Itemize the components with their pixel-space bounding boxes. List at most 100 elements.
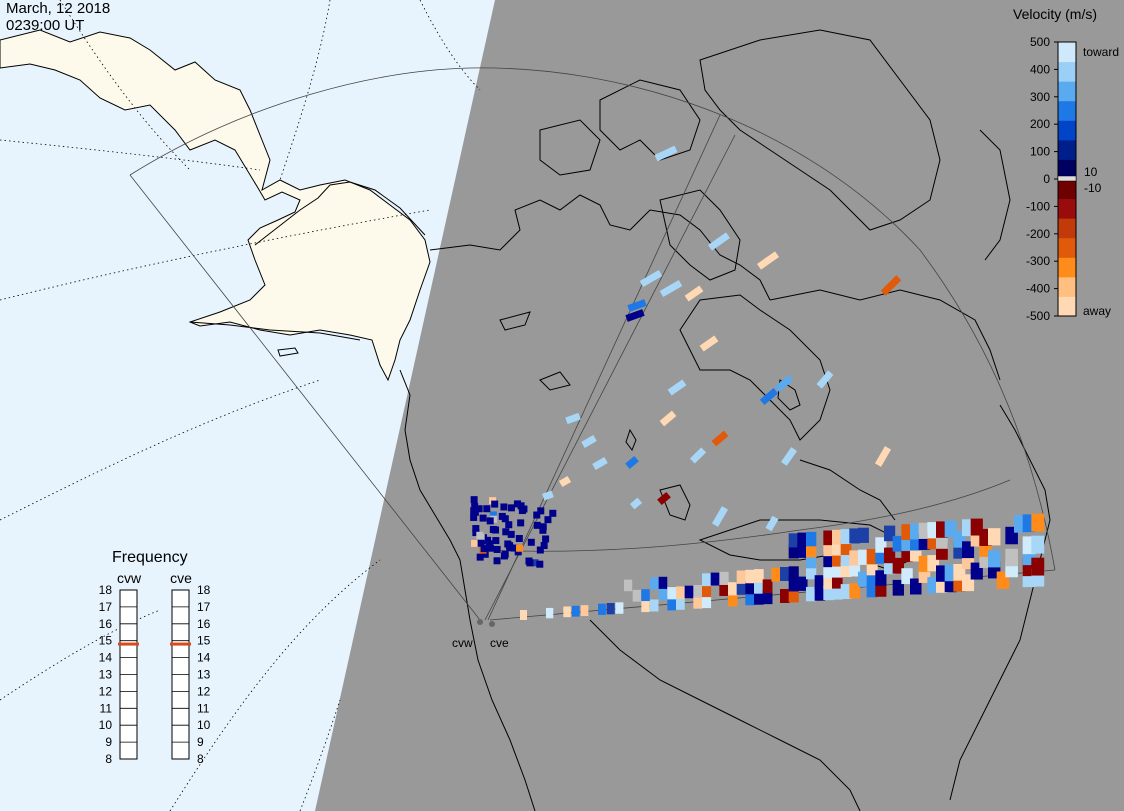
colorbar-segment [1058, 139, 1076, 160]
frequency-tick-label-right: 18 [197, 583, 211, 597]
scatter-cell [901, 535, 913, 552]
colorbar-away-label: away [1083, 304, 1111, 318]
scatter-cell [944, 520, 957, 538]
scatter-cell [533, 511, 541, 519]
scatter-cell [500, 503, 508, 511]
scatter-cell [780, 447, 798, 466]
graticule [0, 0, 481, 811]
scatter-cell [814, 575, 826, 590]
scatter-cell [762, 590, 773, 605]
scatter-cell [759, 388, 779, 405]
colorbar-zero-band [1057, 175, 1077, 182]
scatter-cell [470, 507, 478, 515]
scatter-cell [472, 525, 480, 533]
scatter-cell [693, 585, 703, 598]
scatter-cell [624, 579, 633, 592]
frequency-tick-label-right: 10 [197, 718, 211, 732]
scatter-cell [849, 528, 861, 544]
scatter-cell [918, 555, 931, 572]
scatter-cell [659, 410, 677, 427]
scatter-cell [471, 539, 479, 547]
colorbar-segment [1058, 218, 1076, 239]
colorbar-tick-label: 400 [1030, 62, 1050, 76]
scatter-cell [806, 553, 817, 569]
scatter-cell [823, 530, 834, 546]
frequency-tick-label-left: 17 [99, 600, 113, 614]
scatter-cell [536, 560, 544, 568]
radar-site-cvw-marker [477, 619, 483, 625]
scatter-cell [927, 577, 940, 594]
frequency-current-marker [118, 642, 139, 646]
scatter-cell [780, 567, 790, 581]
scatter-cell [918, 522, 931, 539]
frequency-tick-label-left: 18 [99, 583, 113, 597]
scatter-cell [513, 500, 521, 508]
colorbar-tick-label: 200 [1030, 117, 1050, 131]
scatter-cell [918, 566, 931, 583]
scatter-cell [765, 515, 779, 532]
date-label: March, 12 2018 [6, 0, 111, 17]
scatter-cell [533, 521, 541, 529]
scatter-cell [884, 558, 896, 575]
colorbar-tick-label: -100 [1026, 199, 1050, 213]
scatter-cell [936, 532, 948, 549]
scatter-cell [988, 528, 1001, 546]
scatter-cell [531, 559, 539, 567]
scatter-cell [486, 544, 494, 552]
scatter-cell [507, 504, 515, 512]
scatter-cell [598, 603, 606, 615]
colorbar-segment [1058, 81, 1076, 102]
scatter-cell [1031, 535, 1045, 554]
frequency-tick-label-left: 13 [99, 668, 113, 682]
scatter-cell [563, 606, 571, 618]
scatter-cell [849, 561, 861, 577]
scatter-cell [754, 569, 764, 583]
scatter-cell [756, 251, 780, 270]
scatter-cell [650, 599, 659, 612]
scatter-cell [875, 581, 887, 597]
radar-site-cve-label: cve [490, 636, 509, 650]
scatter-cell [536, 546, 544, 554]
scatter-cell [667, 587, 677, 600]
frequency-gauge-cve: cve [170, 570, 192, 760]
scatter-cell [676, 586, 685, 599]
colorbar-tick-label: 500 [1030, 35, 1050, 49]
scatter-cell [944, 575, 957, 593]
scatter-cell [780, 589, 790, 603]
scatter-cell [927, 533, 940, 550]
scatter-cell [754, 580, 764, 594]
scatter-cell [884, 525, 896, 542]
scatter-cell [542, 535, 550, 543]
scatter-cell [936, 521, 948, 538]
scatter-cell [823, 541, 834, 557]
scatter-cell [516, 544, 524, 552]
scatter-cell [788, 577, 799, 592]
scatter-cell [762, 579, 773, 594]
scatter-cell [849, 583, 861, 599]
scatter-cell [754, 591, 764, 605]
frequency-tick-label-right: 9 [197, 735, 204, 749]
scatter-cell [479, 514, 487, 522]
colorbar-inner-label: -10 [1084, 181, 1102, 195]
scatter-cell [745, 569, 755, 584]
scatter-cell [544, 516, 552, 524]
scatter-cell [719, 582, 729, 596]
scatter-cell [707, 232, 731, 251]
scatter-cell [507, 530, 515, 538]
scatter-cell [659, 279, 683, 298]
scatter-cell [565, 412, 581, 425]
scatter-cell [774, 375, 794, 392]
colorbar-segment [1058, 198, 1076, 219]
frequency-panel: cvw cve 18 18 17 17 16 16 15 15 14 14 13 13 12 12 11 11 10… [99, 570, 211, 766]
scatter-cell [832, 551, 843, 567]
scatter-cell [493, 545, 501, 553]
scatter-cell [719, 571, 729, 585]
frequency-tick-label-left: 11 [100, 701, 113, 715]
scatter-cell [927, 555, 940, 572]
scatter-cell [539, 526, 547, 534]
scatter-cell [489, 525, 497, 533]
scatter-cell [654, 145, 678, 162]
scatter-cell [615, 602, 624, 614]
scatter-cell [823, 574, 834, 590]
scatter-cell [788, 588, 799, 603]
